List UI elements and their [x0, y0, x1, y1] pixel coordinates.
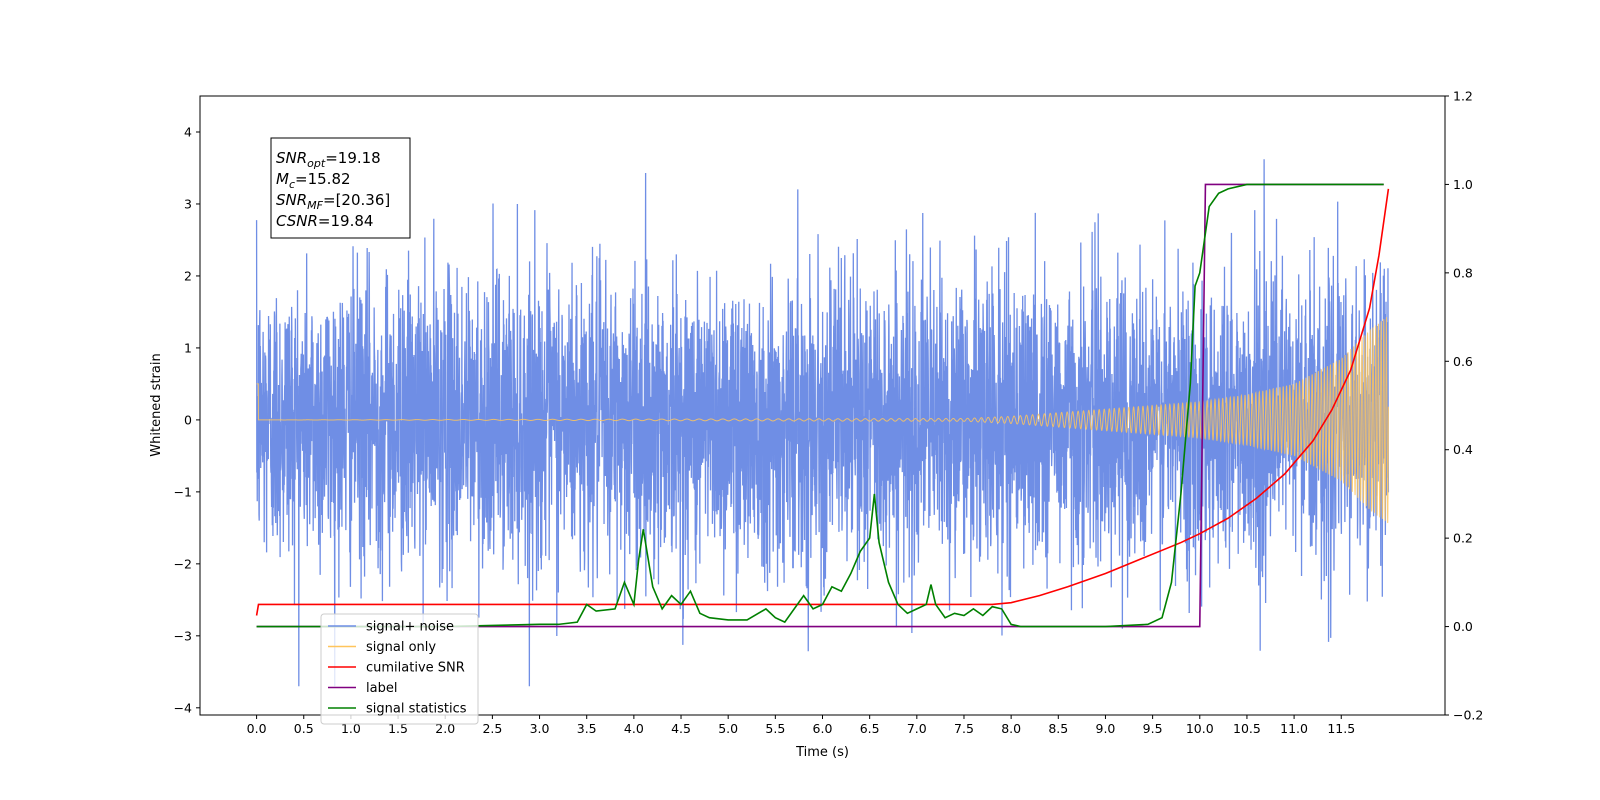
y-tick-label-right: 0.6: [1453, 354, 1473, 369]
legend-label: label: [366, 681, 397, 696]
plot-area: [255, 159, 1390, 687]
annotation-line: Mc=15.82: [276, 170, 351, 191]
y-tick-label-left: −3: [174, 628, 192, 643]
x-tick-label: 1.5: [388, 721, 408, 736]
annotation-line: SNRMF=[20.36]: [276, 191, 390, 212]
y-tick-label-right: 0.4: [1453, 442, 1473, 457]
x-tick-label: 3.5: [577, 721, 597, 736]
y-tick-label-left: 1: [184, 340, 192, 355]
series-signal-noise: [255, 159, 1390, 687]
legend-label: signal statistics: [366, 702, 467, 717]
x-tick-label: 11.5: [1327, 721, 1355, 736]
legend: signal+ noise signal only cumilative SNR la…: [320, 613, 479, 725]
x-tick-label: 10.5: [1233, 721, 1261, 736]
y-tick-label-left: −2: [174, 556, 192, 571]
series-signal-only: [256, 317, 1389, 524]
x-tick-label: 9.0: [1096, 721, 1116, 736]
series-cumulative-snr: [255, 188, 1390, 616]
y-tick-label-right: 1.0: [1453, 177, 1473, 192]
legend-label: cumilative SNR: [366, 661, 465, 676]
x-tick-label: 7.0: [907, 721, 927, 736]
x-tick-label: 4.5: [671, 721, 691, 736]
y-tick-label-left: −1: [174, 484, 192, 499]
x-tick-label: 9.5: [1143, 721, 1163, 736]
x-tick-label: 0.5: [294, 721, 314, 736]
legend-label: signal+ noise: [366, 620, 454, 635]
x-tick-label: 6.0: [813, 721, 833, 736]
annotation-line: SNRopt=19.18: [276, 149, 381, 170]
legend-frame: [320, 613, 479, 725]
annotation-line: CSNR=19.84: [276, 212, 373, 230]
x-tick-label: 8.5: [1048, 721, 1068, 736]
x-tick-label: 5.5: [765, 721, 785, 736]
tick-layer: 0.0 0.5 1.0 1.5 2.0 2.5 3.0 3.5 4.0 4.5 5.0 5.5 6.0 6…: [174, 89, 1484, 737]
x-tick-label: 3.0: [530, 721, 550, 736]
y-tick-label-left: −4: [174, 700, 192, 715]
x-tick-label: 6.5: [860, 721, 880, 736]
x-tick-label: 1.0: [341, 721, 361, 736]
x-tick-label: 11.0: [1280, 721, 1308, 736]
x-tick-label: 8.0: [1001, 721, 1021, 736]
annotation-box: SNRopt=19.18Mc=15.82SNRMF=[20.36]CSNR=19…: [270, 137, 411, 239]
y-axis-label-left: Whitened strain: [149, 353, 164, 456]
x-tick-label: 0.0: [247, 721, 267, 736]
legend-label: signal only: [366, 640, 436, 655]
y-tick-label-left: 3: [184, 196, 192, 211]
x-tick-label: 5.0: [718, 721, 738, 736]
y-tick-label-right: 1.2: [1453, 89, 1473, 104]
x-tick-label: 10.0: [1186, 721, 1214, 736]
x-tick-label: 7.5: [954, 721, 974, 736]
series-signal-statistics: [256, 183, 1384, 628]
x-axis-label: Time (s): [795, 745, 849, 760]
y-tick-label-left: 2: [184, 268, 192, 283]
x-tick-label: 2.0: [435, 721, 455, 736]
y-tick-label-right: 0.8: [1453, 265, 1473, 280]
y-tick-label-right: 0.0: [1453, 619, 1473, 634]
y-tick-label-left: 0: [184, 412, 192, 427]
x-tick-label: 2.5: [482, 721, 502, 736]
y-tick-label-right: −0.2: [1453, 708, 1483, 723]
x-tick-label: 4.0: [624, 721, 644, 736]
y-tick-label-right: 0.2: [1453, 531, 1473, 546]
annotation-frame: [270, 137, 411, 239]
y-tick-label-left: 4: [184, 124, 192, 139]
